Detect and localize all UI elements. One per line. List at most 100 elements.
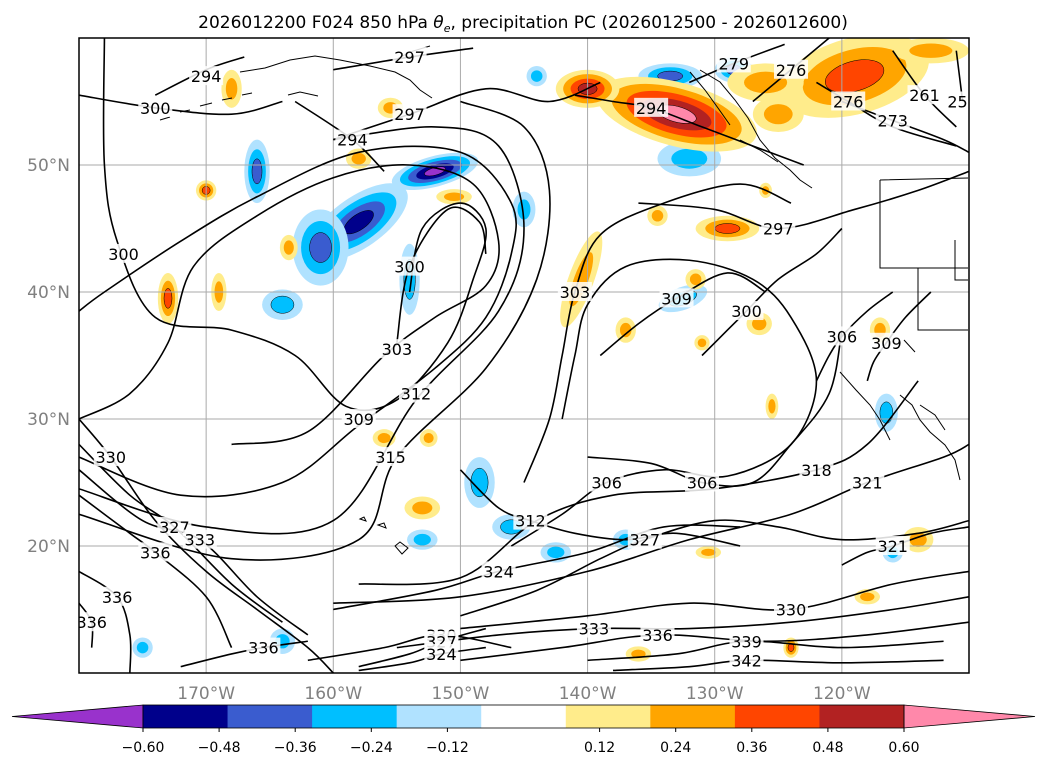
contour-label-15: 303 (560, 283, 591, 302)
precip-anomaly-39 (404, 496, 441, 520)
lon-tick-4: 130°W (686, 684, 744, 704)
precip-anomaly-5 (399, 243, 420, 315)
longitude-tick-labels: 170°W 160°W 150°W 140°W 130°W 120°W (177, 684, 871, 704)
precip-level-42-1 (283, 240, 294, 255)
precip-level-15-1 (879, 401, 894, 424)
contour-label-bg-36 (182, 529, 217, 549)
contour-label-bg-17 (729, 301, 764, 321)
precip-level-18-1 (136, 641, 149, 654)
contour-label-bg-32 (424, 643, 459, 663)
contour-label-bg-9 (398, 383, 433, 403)
lon-tick-2: 150°W (432, 684, 490, 704)
contour-label-0: 294 (191, 67, 222, 86)
colorbar-extend-low (11, 704, 144, 729)
contour-330-24 (460, 570, 969, 630)
contour-label-37: 336 (140, 543, 171, 562)
colorbar-tick-labels: −0.60 −0.48 −0.36 −0.24 −0.12 0.12 0.24 0.36 0.4… (122, 728, 920, 756)
contour-label-41: 279 (719, 54, 750, 73)
contour-label-40: 276 (776, 61, 807, 80)
precip-level-23-1 (763, 104, 793, 125)
contour-312-21 (459, 469, 741, 547)
contour-label-13: 306 (591, 474, 622, 493)
contour-label-2: 297 (394, 105, 425, 124)
precip-level-2-2 (309, 232, 332, 263)
colorbar-bin-1 (227, 705, 313, 728)
precip-level-37-1 (377, 433, 391, 444)
contour-label-bg-43 (875, 110, 910, 130)
contour-label-20: 297 (763, 220, 794, 239)
contour-318-11 (358, 380, 919, 586)
contour-309-8 (79, 145, 517, 498)
contour-label-26: 333 (579, 620, 610, 639)
contour-276-44 (816, 81, 957, 147)
contour-336-27 (460, 621, 969, 662)
chart-title: 2026012200 F024 850 hPa θe, precipitatio… (198, 13, 848, 35)
precip-level-41-1 (444, 192, 465, 202)
contour-label-bg-27 (640, 624, 675, 644)
colorbar-tick-8: 0.48 (812, 740, 843, 756)
contour-label-25: 321 (877, 537, 908, 556)
plot-background (79, 38, 969, 673)
contour-315-10 (79, 100, 551, 561)
contour-label-10: 315 (375, 448, 406, 467)
colorbar-bin-3 (396, 705, 482, 728)
contour-label-39: 336 (76, 613, 107, 632)
precip-anomaly-2 (292, 209, 349, 286)
contour-label-bg-19 (869, 332, 904, 352)
precip-anomaly-30 (647, 205, 668, 226)
precip-anomaly-3 (244, 139, 270, 204)
contour-label-23: 324 (483, 562, 514, 581)
precip-level-14-1 (413, 533, 431, 546)
contour-label-22: 327 (630, 531, 661, 550)
precip-level-45-1 (768, 399, 776, 414)
precip-level-49-1 (631, 649, 646, 659)
contour-label-bg-6 (392, 256, 427, 276)
colorbar-frame (142, 704, 905, 729)
contour-321-12 (333, 443, 969, 604)
contour-label-bg-25 (875, 536, 910, 555)
contour-label-bg-40 (774, 59, 808, 79)
precip-anomaly-26 (892, 38, 969, 64)
contour-label-bg-26 (576, 618, 611, 638)
contour-label-32: 324 (426, 645, 457, 664)
lon-tick-5: 120°W (813, 684, 871, 704)
precip-level-10-1 (470, 467, 489, 498)
contour-label-bg-15 (557, 282, 592, 301)
contour-label-bg-4 (335, 129, 370, 149)
lat-tick-1: 30°N (27, 410, 70, 430)
contour-297-20 (638, 170, 969, 230)
contour-labels: 294 297 297 300 294 300 300 303 309 312 315 318 321 3… (76, 47, 969, 670)
precip-level-4-1 (270, 295, 295, 314)
colorbar-tick-4: −0.12 (426, 740, 469, 756)
precip-level-39-1 (412, 501, 433, 515)
contour-294-42 (574, 94, 804, 166)
colorbar-bin-2 (312, 705, 398, 728)
contour-label-bg-12 (850, 472, 885, 492)
contour-label-34: 330 (96, 448, 127, 467)
contour-label-24: 330 (776, 601, 807, 620)
colorbar-bin-0 (143, 705, 229, 728)
precip-level-28-2 (714, 223, 741, 234)
precip-level-47-1 (701, 548, 716, 556)
contour-324-23 (333, 524, 741, 611)
contour-label-bg-18 (824, 326, 859, 346)
contour-label-11: 318 (801, 461, 832, 480)
lon-tick-0: 170°W (177, 684, 235, 704)
colorbar-bin-6 (650, 705, 736, 728)
contour-label-bg-13 (589, 472, 624, 492)
precip-anomaly-42 (279, 234, 298, 261)
contour-label-42: 294 (636, 99, 667, 118)
contour-label-bg-23 (481, 561, 516, 581)
coastlines (159, 45, 969, 555)
precip-anomaly-33 (157, 272, 179, 324)
colorbar (11, 704, 1036, 729)
contour-312-9 (79, 126, 525, 535)
precip-anomaly-41 (436, 189, 472, 205)
contour-336-38 (79, 570, 132, 673)
precip-anomaly-14 (407, 529, 438, 550)
contour-label-bg-8 (341, 409, 376, 428)
contour-label-bg-11 (799, 459, 834, 479)
contour-label-bg-14 (685, 472, 719, 492)
contour-label-33: 336 (248, 639, 279, 658)
